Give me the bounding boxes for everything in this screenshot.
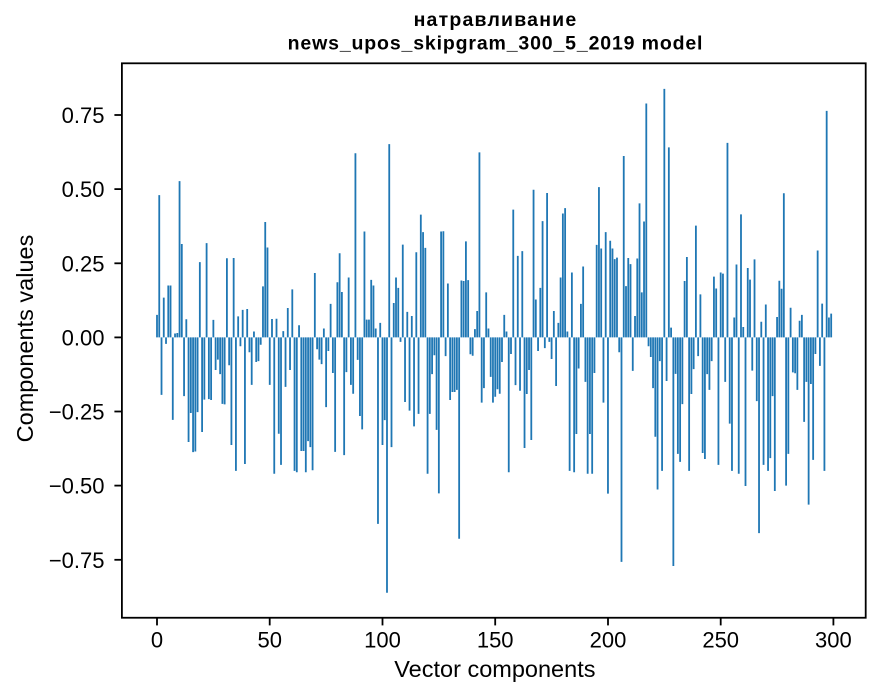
svg-text:0: 0 bbox=[151, 627, 163, 652]
svg-text:100: 100 bbox=[364, 627, 401, 652]
svg-text:200: 200 bbox=[590, 627, 627, 652]
svg-text:250: 250 bbox=[702, 627, 739, 652]
svg-text:−0.50: −0.50 bbox=[49, 474, 105, 499]
svg-text:Vector components: Vector components bbox=[394, 656, 595, 682]
svg-text:0.00: 0.00 bbox=[62, 325, 105, 350]
svg-text:0.50: 0.50 bbox=[62, 177, 105, 202]
svg-text:−0.25: −0.25 bbox=[49, 400, 105, 425]
svg-text:news_upos_skipgram_300_5_2019: news_upos_skipgram_300_5_2019 model bbox=[288, 32, 704, 54]
svg-text:Components values: Components values bbox=[12, 235, 38, 443]
svg-text:натравливание: натравливание bbox=[414, 9, 578, 31]
svg-text:0.75: 0.75 bbox=[62, 103, 105, 128]
svg-text:50: 50 bbox=[257, 627, 281, 652]
svg-text:−0.75: −0.75 bbox=[49, 548, 105, 573]
svg-text:0.25: 0.25 bbox=[62, 251, 105, 276]
svg-text:300: 300 bbox=[815, 627, 852, 652]
svg-text:150: 150 bbox=[477, 627, 514, 652]
